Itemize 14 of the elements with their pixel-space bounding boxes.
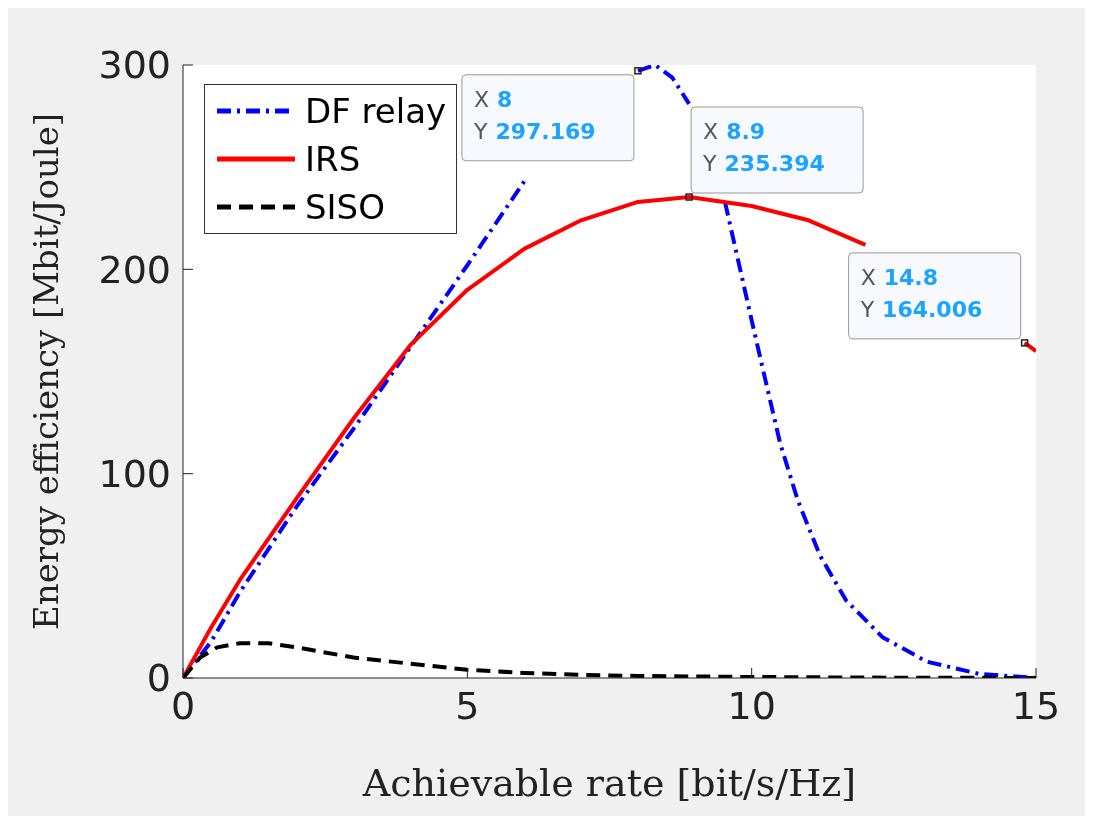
legend-label: IRS — [305, 139, 361, 179]
legend-label: SISO — [305, 187, 385, 227]
y-tick-label: 200 — [98, 247, 171, 292]
y-tick-label: 300 — [98, 43, 171, 88]
annotation: X 8 Y 297.169 — [472, 86, 596, 144]
legend-label: DF relay — [305, 91, 447, 131]
x-tick-label: 5 — [455, 683, 480, 728]
y-axis-title: Energy efficiency [Mbit/Joule] — [26, 112, 66, 631]
x-tick-label: 15 — [1011, 683, 1061, 728]
y-tick-label: 100 — [98, 452, 171, 497]
annotation: X 8.9 Y 235.394 — [702, 119, 825, 177]
x-tick-label: 10 — [727, 683, 776, 728]
x-axis-title: Achievable rate [bit/s/Hz] — [361, 761, 857, 805]
annotation: X 14.8 Y 164.006 — [859, 264, 983, 322]
